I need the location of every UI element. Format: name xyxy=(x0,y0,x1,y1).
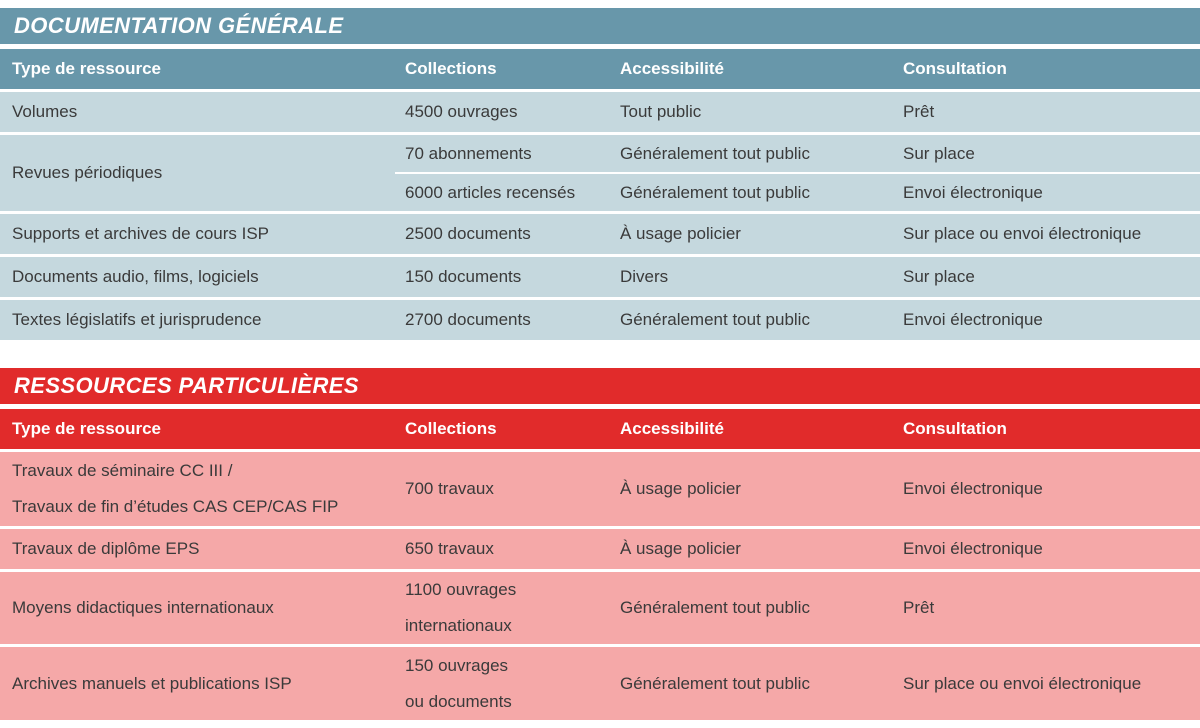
cell-consultation: Envoi électronique xyxy=(903,182,1043,202)
cell-collections-line: 1100 ouvrages xyxy=(405,580,517,599)
cell-type: Supports et archives de cours ISP xyxy=(12,224,270,243)
cell-type: Travaux de séminaire CC III / Travaux de… xyxy=(0,452,395,526)
cell-type-line: Travaux de séminaire CC III / xyxy=(12,461,233,480)
table-header-row: Type de ressource Collections Accessibil… xyxy=(0,409,1200,449)
cell-type: Revues périodiques xyxy=(12,163,163,182)
cell-collections: 2500 documents xyxy=(405,224,531,243)
cell-consultation: Prêt xyxy=(903,598,935,617)
cell-accessibility: Divers xyxy=(620,267,669,286)
column-header-accessibility: Accessibilité xyxy=(620,59,724,78)
cell-consultation: Envoi électronique xyxy=(903,310,1043,329)
cell-consultation: Sur place xyxy=(903,143,975,163)
cell-collections-line: internationaux xyxy=(405,616,512,635)
cell-accessibility: À usage policier xyxy=(620,539,741,558)
cell-consultation: Sur place ou envoi électronique xyxy=(903,224,1142,243)
cell-type-line: Travaux de fin d’études CAS CEP/CAS FIP xyxy=(12,497,339,516)
page: DOCUMENTATION GÉNÉRALE Type de ressource… xyxy=(0,8,1200,728)
cell-accessibility: Généralement tout public xyxy=(620,310,810,329)
column-header-type: Type de ressource xyxy=(12,59,161,78)
table-row: Moyens didactiques internationaux 1100 o… xyxy=(0,572,1200,644)
cell-accessibility: À usage policier xyxy=(620,224,741,243)
cell-collections-line: 150 ouvrages xyxy=(405,655,509,675)
cell-collections-line: ou documents xyxy=(405,691,512,711)
section-title-bar-red: RESSOURCES PARTICULIÈRES xyxy=(0,368,1200,404)
cell-accessibility: Généralement tout public xyxy=(620,673,810,693)
cell-collections: 150 ouvrages ou documents xyxy=(395,647,610,720)
table-header-row: Type de ressource Collections Accessibil… xyxy=(0,49,1200,89)
cell-collections: 150 documents xyxy=(405,267,522,286)
table-row: Textes législatifs et jurisprudence 2700… xyxy=(0,300,1200,340)
merged-sub-rows: 70 abonnements Généralement tout public … xyxy=(395,135,1200,211)
table-row: Archives manuels et publications ISP 150… xyxy=(0,647,1200,720)
table-row: Supports et archives de cours ISP 2500 d… xyxy=(0,214,1200,254)
cell-consultation: Sur place ou envoi électronique xyxy=(903,673,1142,693)
table-row: Travaux de diplôme EPS 650 travaux À usa… xyxy=(0,529,1200,569)
column-header-consultation: Consultation xyxy=(903,59,1007,78)
cell-collections: 70 abonnements xyxy=(405,143,532,163)
sub-row: 70 abonnements Généralement tout public … xyxy=(395,135,1200,172)
cell-type: Textes législatifs et jurisprudence xyxy=(12,310,262,329)
table-row: Documents audio, films, logiciels 150 do… xyxy=(0,257,1200,297)
cell-type: Moyens didactiques internationaux xyxy=(12,598,274,617)
cell-consultation: Prêt xyxy=(903,102,935,121)
sub-row: 6000 articles recensés Généralement tout… xyxy=(395,174,1200,211)
sub-row-divider xyxy=(395,172,1200,174)
column-header-collections: Collections xyxy=(405,59,497,78)
column-header-consultation: Consultation xyxy=(903,419,1007,438)
cell-type: Travaux de diplôme EPS xyxy=(12,539,200,558)
cell-collections: 700 travaux xyxy=(405,479,494,498)
section-ressources-particulieres: RESSOURCES PARTICULIÈRES Type de ressour… xyxy=(0,368,1200,720)
cell-accessibility: Généralement tout public xyxy=(620,598,810,617)
cell-consultation: Envoi électronique xyxy=(903,479,1043,498)
cell-type: Volumes xyxy=(12,102,78,121)
table-row: Volumes 4500 ouvrages Tout public Prêt xyxy=(0,92,1200,132)
cell-accessibility: Généralement tout public xyxy=(620,143,810,163)
cell-collections: 4500 ouvrages xyxy=(405,102,518,121)
cell-type: Documents audio, films, logiciels xyxy=(12,267,259,286)
table-row-merged: Revues périodiques 70 abonnements Généra… xyxy=(0,135,1200,211)
section-documentation-generale: DOCUMENTATION GÉNÉRALE Type de ressource… xyxy=(0,8,1200,340)
column-header-type: Type de ressource xyxy=(12,419,161,438)
cell-accessibility: Tout public xyxy=(620,102,702,121)
cell-collections: 2700 documents xyxy=(405,310,531,329)
cell-accessibility: Généralement tout public xyxy=(620,182,810,202)
cell-accessibility: À usage policier xyxy=(620,479,741,498)
cell-collections: 650 travaux xyxy=(405,539,494,558)
column-header-collections: Collections xyxy=(405,419,497,438)
cell-consultation: Envoi électronique xyxy=(903,539,1043,558)
section-title: DOCUMENTATION GÉNÉRALE xyxy=(14,13,344,38)
cell-consultation: Sur place xyxy=(903,267,975,286)
table-row: Travaux de séminaire CC III / Travaux de… xyxy=(0,452,1200,526)
section-title-bar-blue: DOCUMENTATION GÉNÉRALE xyxy=(0,8,1200,44)
section-title: RESSOURCES PARTICULIÈRES xyxy=(14,373,359,398)
cell-collections: 1100 ouvrages internationaux xyxy=(395,572,610,644)
cell-collections: 6000 articles recensés xyxy=(405,182,576,202)
cell-type: Archives manuels et publications ISP xyxy=(12,673,292,693)
column-header-accessibility: Accessibilité xyxy=(620,419,724,438)
